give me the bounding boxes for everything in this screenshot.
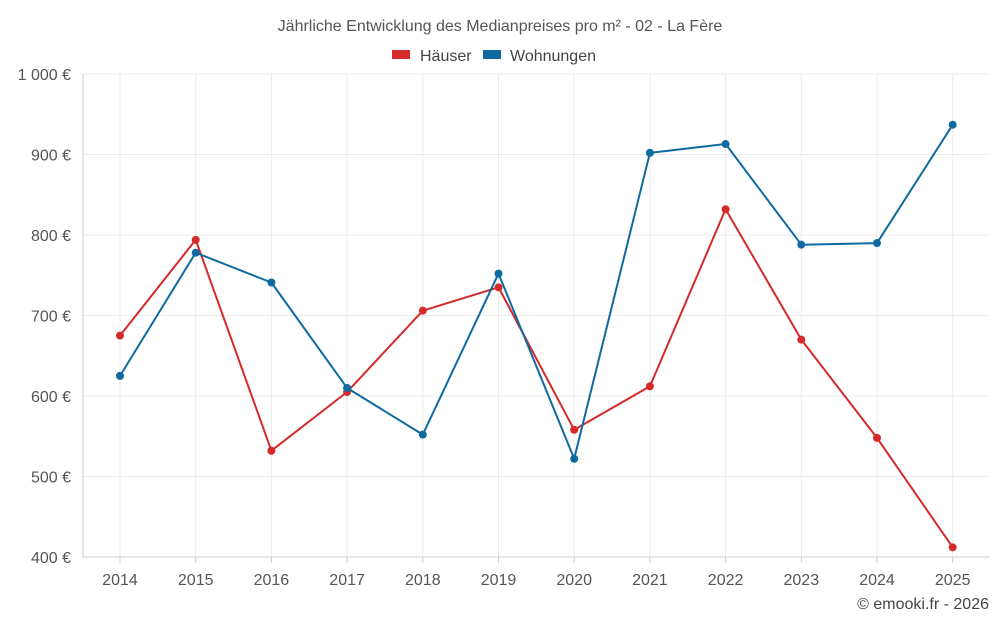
x-tick-label: 2014	[102, 572, 138, 589]
data-point-haeuser[interactable]	[797, 335, 806, 344]
x-tick-label: 2017	[329, 572, 365, 589]
legend-swatch-wohnungen[interactable]	[483, 50, 501, 59]
data-point-wohnungen[interactable]	[116, 371, 124, 380]
x-tick-label: 2015	[178, 572, 214, 589]
data-point-haeuser[interactable]	[418, 306, 427, 315]
data-point-haeuser[interactable]	[721, 205, 730, 214]
chart-title-group: Jährliche Entwicklung des Medianpreises …	[278, 18, 723, 35]
x-tick-label: 2021	[632, 572, 668, 589]
legend-swatch-haeuser[interactable]	[392, 50, 410, 59]
data-point-wohnungen[interactable]	[494, 269, 503, 278]
series-line-haeuser	[119, 208, 954, 548]
y-tick-label: 400 €	[31, 550, 71, 567]
x-tick-label: 2022	[708, 572, 744, 589]
data-point-wohnungen[interactable]	[418, 430, 427, 439]
chart-title: Jährliche Entwicklung des Medianpreises …	[278, 18, 723, 35]
x-tick-label: 2024	[859, 572, 895, 589]
y-tick-label: 500 €	[31, 470, 71, 487]
credit-text: © emooki.fr - 2026	[857, 596, 989, 613]
data-point-wohnungen[interactable]	[948, 120, 957, 129]
x-tick-label: 2019	[481, 572, 517, 589]
data-point-wohnungen[interactable]	[570, 454, 579, 463]
data-point-haeuser[interactable]	[191, 235, 200, 244]
data-point-haeuser[interactable]	[267, 446, 276, 455]
data-point-wohnungen[interactable]	[191, 248, 200, 257]
data-point-wohnungen[interactable]	[645, 148, 654, 157]
data-point-haeuser[interactable]	[570, 425, 579, 434]
y-tick-label: 600 €	[31, 389, 71, 406]
series-layer	[116, 120, 957, 552]
data-point-haeuser[interactable]	[873, 433, 881, 442]
x-tick-label: 2020	[556, 572, 592, 589]
data-point-wohnungen[interactable]	[797, 240, 806, 249]
data-point-haeuser[interactable]	[645, 382, 654, 391]
data-point-haeuser[interactable]	[494, 283, 503, 292]
data-point-wohnungen[interactable]	[873, 239, 881, 248]
x-tick-label: 2025	[935, 572, 971, 589]
x-tick-label: 2016	[254, 572, 290, 589]
data-point-haeuser[interactable]	[948, 543, 957, 552]
y-tick-label: 1 000 €	[18, 67, 71, 84]
legend-label-haeuser[interactable]: Häuser	[420, 48, 472, 65]
data-point-wohnungen[interactable]	[721, 140, 730, 149]
y-tick-label: 900 €	[31, 148, 71, 165]
data-point-wohnungen[interactable]	[343, 383, 352, 392]
axes: 400 € 500 € 600 € 700 € 800 € 900 € 1 000 € 201…	[18, 67, 990, 589]
y-tick-label: 700 €	[31, 309, 71, 326]
y-tick-label: 800 €	[31, 228, 71, 245]
x-tick-label: 2023	[784, 572, 820, 589]
series-line-wohnungen	[119, 124, 954, 460]
legend-label-wohnungen[interactable]: Wohnungen	[510, 48, 596, 65]
x-tick-label: 2018	[405, 572, 441, 589]
data-point-haeuser[interactable]	[116, 331, 124, 340]
grid	[83, 73, 990, 557]
data-point-wohnungen[interactable]	[267, 278, 276, 287]
legend: Häuser Wohnungen	[392, 48, 596, 65]
